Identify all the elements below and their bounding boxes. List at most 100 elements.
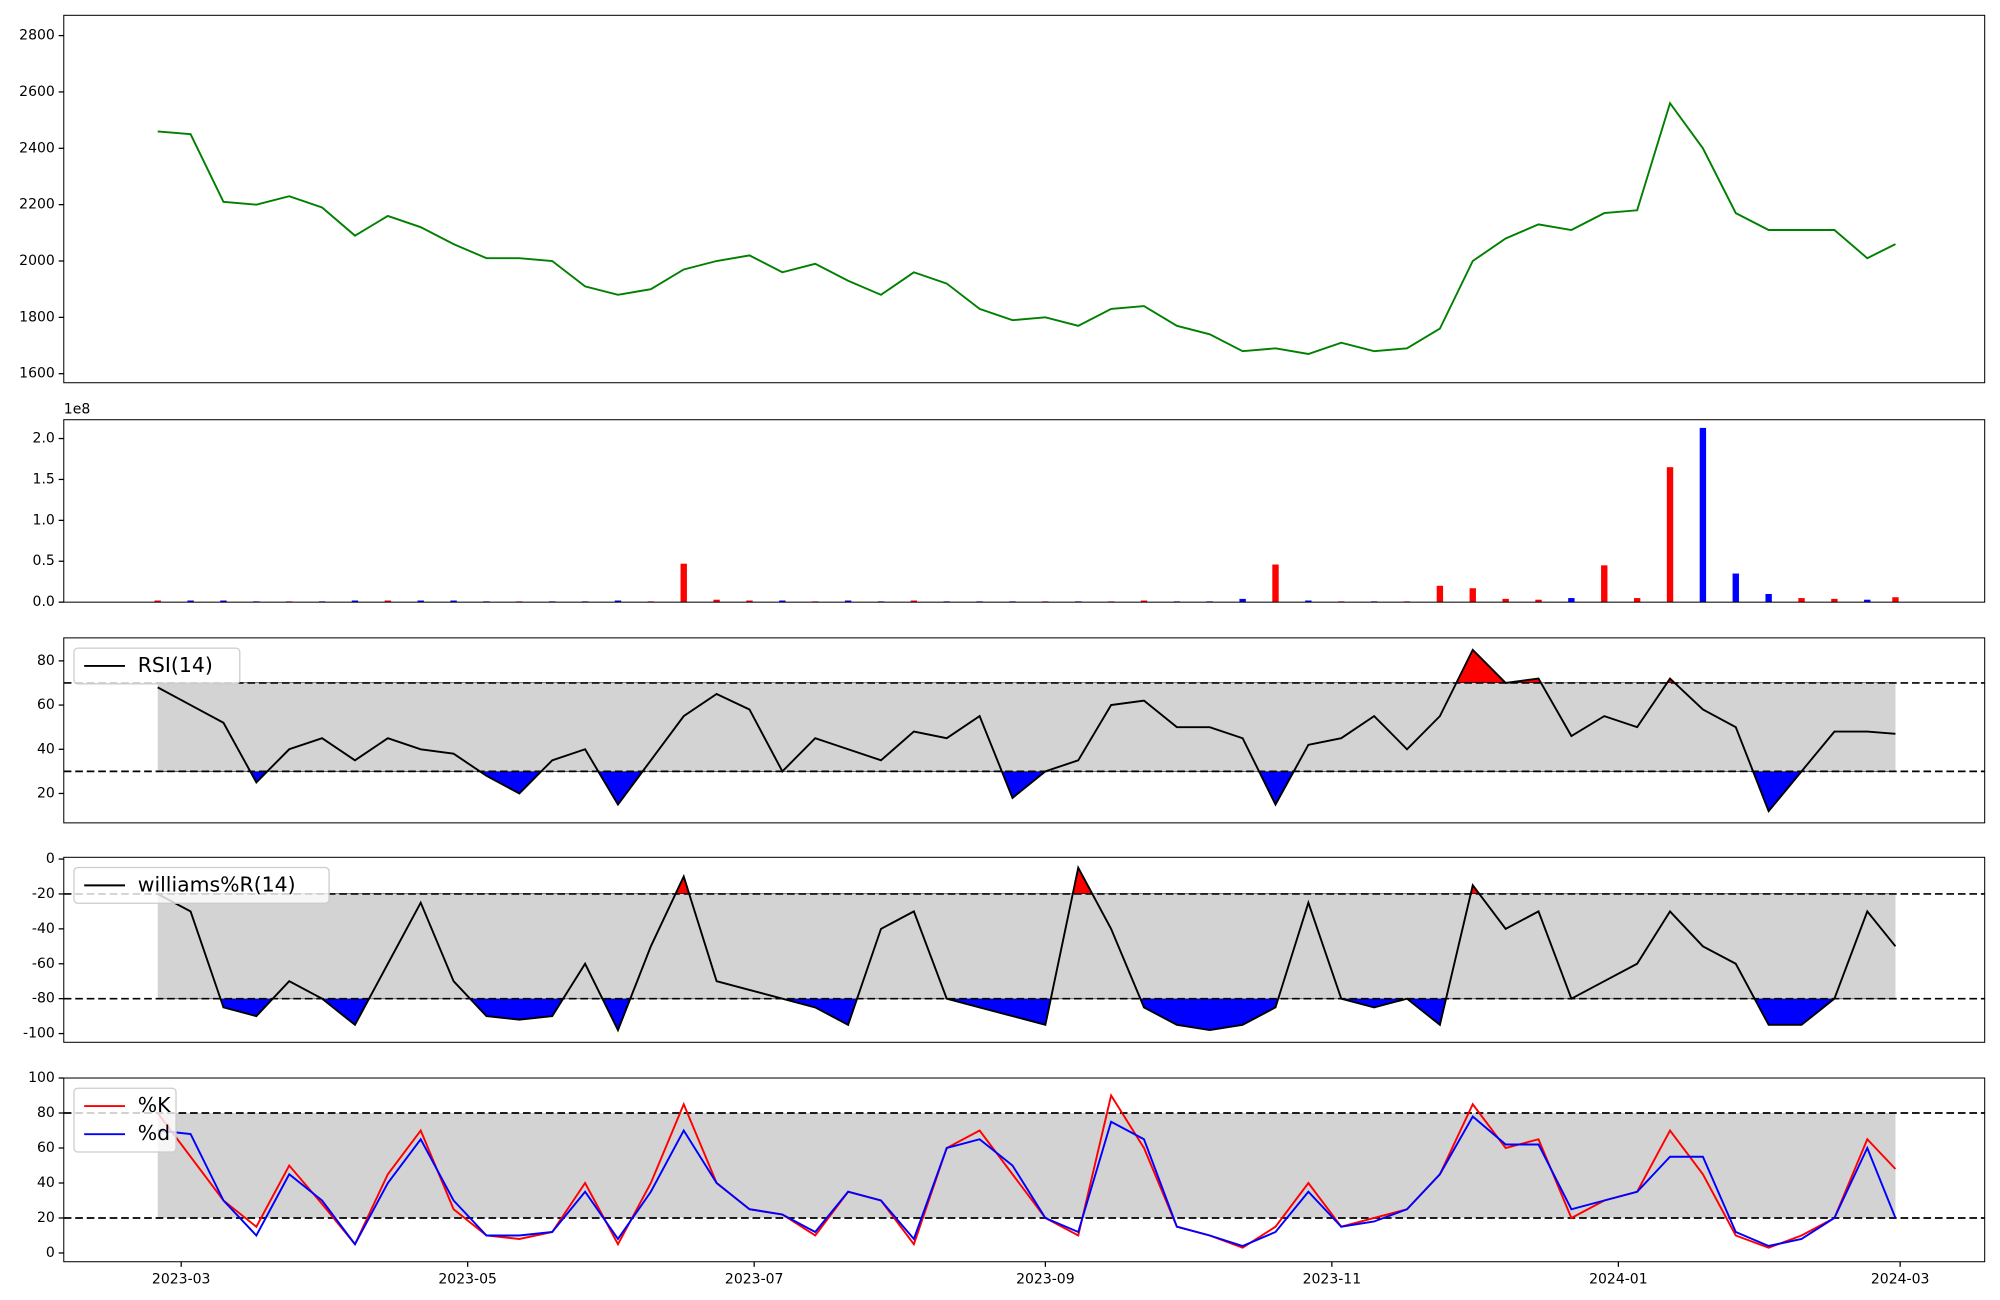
legend: williams%R(14) <box>73 866 330 904</box>
x-tick-label: 2023-09 <box>1016 1272 1075 1288</box>
y-tick-label: -40 <box>32 921 55 937</box>
y-tick-label: 80 <box>37 1105 55 1121</box>
volume-bar <box>1305 600 1312 603</box>
panel: 20 40 60 80 RSI(14) <box>37 637 1986 824</box>
y-tick-label: 20 <box>37 1210 55 1226</box>
volume-bar <box>450 600 457 603</box>
volume-bar <box>1666 467 1674 603</box>
volume-bar <box>220 600 227 603</box>
x-tick-label: 2023-11 <box>1303 1272 1362 1288</box>
volume-bar <box>746 600 753 603</box>
threshold-band <box>157 1113 1896 1218</box>
y-tick-label: 1600 <box>19 366 55 382</box>
y-tick-label: 0.0 <box>33 594 55 610</box>
overbought-fill <box>157 866 1896 894</box>
volume-bar <box>1892 597 1899 603</box>
volume-bar <box>1699 427 1707 603</box>
volume-bar <box>680 563 687 603</box>
series-line <box>157 865 1897 1033</box>
volume-bar <box>1272 564 1279 603</box>
y-tick-label: 40 <box>37 741 55 757</box>
y-tick-label: -100 <box>23 1026 55 1042</box>
y-tick-label: 40 <box>37 1175 55 1191</box>
volume-bar <box>1239 598 1246 603</box>
panel: 1600 1800 2000 2200 2400 2600 2800 <box>19 14 1986 384</box>
y-tick-label: -80 <box>32 991 55 1007</box>
panel-frame <box>63 856 1986 1043</box>
y-tick-label: 0 <box>46 1245 55 1261</box>
legend-box <box>73 866 330 904</box>
panel: 0.0 0.5 1.0 1.5 2.0 1e8 <box>33 402 1986 610</box>
volume-bar <box>1864 599 1871 603</box>
x-tick-label: 2024-03 <box>1871 1272 1930 1288</box>
volume-bar <box>1568 598 1575 603</box>
y-tick-label: 2800 <box>19 28 55 44</box>
y-tick-label: 60 <box>37 697 55 713</box>
y-tick-label: 1.5 <box>33 471 55 487</box>
volume-bar <box>844 600 852 603</box>
series-line <box>157 1115 1897 1248</box>
legend: %K %d <box>73 1087 177 1153</box>
volume-bar <box>384 600 392 603</box>
y-tick-label: 80 <box>37 653 55 669</box>
volume-bar <box>1436 585 1444 603</box>
y-tick-label: 0 <box>46 851 55 867</box>
y-tick-label: 1.0 <box>33 512 55 528</box>
y-tick-label: 20 <box>37 785 55 801</box>
volume-bar <box>1502 598 1509 603</box>
series-line <box>157 648 1896 814</box>
y-tick-label: 100 <box>28 1070 55 1086</box>
y-tick-label: 1800 <box>19 309 55 325</box>
y-tick-label: 60 <box>37 1140 55 1156</box>
volume-bar <box>1798 598 1805 603</box>
x-tick-label: 2023-05 <box>438 1272 497 1288</box>
x-tick-label: 2023-07 <box>725 1272 784 1288</box>
panel: -100 -80 -60 -40 -20 0 williams%R(14) <box>23 851 1986 1043</box>
legend-label: %K <box>138 1093 171 1117</box>
y-tick-label: 2.0 <box>33 431 55 447</box>
volume-bar <box>1469 588 1476 603</box>
volume-bar <box>713 599 720 603</box>
volume-bar <box>1732 573 1739 603</box>
price-line <box>157 101 1896 355</box>
panel-frame <box>63 419 1986 603</box>
oversold-fill <box>157 998 1896 1032</box>
legend-box <box>73 1087 177 1153</box>
volume-bar <box>417 600 424 603</box>
y-tick-label: -20 <box>32 886 55 902</box>
volume-bar <box>1535 599 1542 603</box>
legend-label: williams%R(14) <box>138 872 296 896</box>
y-tick-label: 0.5 <box>33 553 55 569</box>
y-tick-label: -60 <box>32 956 55 972</box>
x-tick-label: 2024-01 <box>1589 1272 1648 1288</box>
legend: RSI(14) <box>73 647 241 685</box>
volume-bar <box>187 600 194 603</box>
volume-bar <box>910 600 918 603</box>
axis-offset: 1e8 <box>64 402 90 418</box>
volume-bar <box>351 600 359 603</box>
volume-bar <box>1601 565 1608 603</box>
volume-bar <box>1140 600 1148 603</box>
oversold-fill <box>157 771 1896 813</box>
legend-box <box>73 647 241 685</box>
threshold-band <box>157 682 1896 772</box>
volume-bar <box>614 600 622 603</box>
x-tick-label: 2023-03 <box>152 1272 211 1288</box>
panel-frame <box>63 637 1986 824</box>
volume-bar <box>779 600 786 603</box>
legend-label: %d <box>138 1121 170 1145</box>
y-tick-label: 2600 <box>19 84 55 100</box>
panel-frame <box>63 1077 1986 1263</box>
volume-bar <box>1765 593 1772 603</box>
volume-bar <box>154 600 161 603</box>
threshold-band <box>157 893 1896 999</box>
panel: 0 20 40 60 80 100 %K %d 2023-03 2023-05 2023-07 202… <box>28 1070 1986 1288</box>
legend-label: RSI(14) <box>138 653 213 677</box>
volume-bar <box>1633 598 1641 603</box>
y-tick-label: 2200 <box>19 197 55 213</box>
overbought-fill <box>157 648 1896 683</box>
volume-bar <box>1831 598 1838 603</box>
y-tick-label: 2400 <box>19 140 55 156</box>
y-tick-label: 2000 <box>19 253 55 269</box>
